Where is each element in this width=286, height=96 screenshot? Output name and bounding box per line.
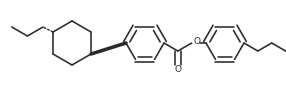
Text: O: O — [174, 65, 181, 74]
Text: O: O — [193, 38, 200, 46]
